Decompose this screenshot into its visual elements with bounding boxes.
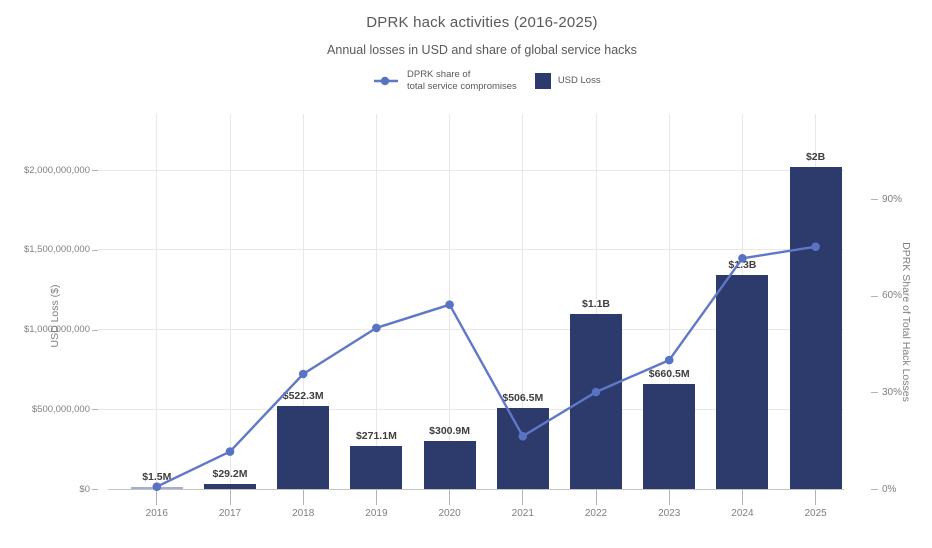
- right-axis-tick-label: 0%: [882, 483, 897, 495]
- x-axis-tick-label: 2020: [438, 508, 461, 519]
- x-axis-tick: [156, 490, 158, 505]
- line-marker-icon: [374, 76, 398, 85]
- x-axis-tick: [668, 490, 670, 505]
- legend-usd-loss-label: USD Loss: [557, 74, 601, 86]
- chart-legend: DPRK share of total service compromises …: [372, 69, 601, 92]
- bar-value-label: $2B: [805, 150, 826, 163]
- vertical-gridline: [156, 114, 158, 489]
- usd-loss-bar: [716, 275, 769, 489]
- right-axis-tick: [871, 199, 878, 200]
- bar-value-label: $660.5M: [648, 367, 690, 380]
- right-axis-tick-label: 60%: [882, 290, 903, 302]
- right-axis-tick: [871, 489, 878, 490]
- x-axis-tick-label: 2025: [804, 508, 827, 519]
- x-axis-tick-label: 2022: [584, 508, 608, 519]
- legend-item-share-line: DPRK share of total service compromises: [372, 69, 517, 92]
- x-axis-tick-label: 2017: [218, 508, 242, 519]
- x-axis-tick: [815, 490, 817, 505]
- left-axis-tick: [92, 249, 98, 251]
- legend-share-line-label-line1: DPRK share of: [407, 69, 471, 80]
- bar-value-label: $1.5M: [142, 471, 172, 484]
- x-axis-line: [108, 489, 844, 490]
- left-axis-tick-label: $1,000,000,000: [23, 324, 90, 335]
- x-axis-tick-label: 2019: [365, 508, 388, 519]
- horizontal-gridline: [98, 249, 844, 251]
- right-axis-tick-label: 90%: [882, 193, 903, 205]
- left-axis-tick: [92, 329, 98, 331]
- bar-value-label: $29.2M: [212, 468, 248, 481]
- usd-loss-bar: [204, 484, 256, 489]
- bar-value-label: $506.5M: [502, 392, 544, 405]
- left-axis-tick-label: $500,000,000: [31, 403, 90, 415]
- usd-loss-bar: [643, 383, 696, 489]
- right-axis-tick-label: 30%: [882, 386, 903, 398]
- bar-value-label: $522.3M: [282, 389, 324, 402]
- legend-item-usd-loss: USD Loss: [534, 72, 601, 89]
- usd-loss-bar: [570, 313, 622, 489]
- usd-loss-bar: [277, 405, 330, 489]
- bar-value-label: $1.1B: [581, 297, 611, 310]
- left-axis-tick: [92, 170, 98, 171]
- x-axis-tick-label: 2023: [658, 508, 681, 519]
- bar-value-label: $300.9M: [429, 425, 471, 437]
- legend-share-line-label: DPRK share of total service compromises: [407, 69, 517, 92]
- usd-loss-bar: [496, 408, 549, 489]
- bar-value-label: $1.3B: [728, 259, 757, 272]
- bar-swatch-icon: [534, 72, 551, 89]
- left-axis-tick-label: $2,000,000,000: [23, 164, 90, 176]
- x-axis-tick: [449, 490, 451, 505]
- x-axis-tick: [375, 490, 377, 505]
- left-axis-tick-label: $0: [79, 483, 90, 495]
- x-axis-tick-label: 2018: [292, 508, 315, 519]
- usd-loss-bar: [789, 166, 842, 489]
- x-axis-tick-label: 2021: [511, 508, 534, 519]
- x-axis-tick: [741, 490, 743, 505]
- x-axis-tick-label: 2024: [731, 508, 754, 519]
- right-axis-tick: [871, 392, 878, 394]
- x-axis-tick: [595, 490, 597, 505]
- left-axis-tick: [92, 409, 98, 411]
- left-axis-tick-label: $1,500,000,000: [23, 244, 90, 256]
- usd-loss-bar: [350, 445, 403, 489]
- right-axis-tick: [871, 295, 878, 297]
- x-axis-tick: [229, 490, 231, 505]
- usd-loss-bar: [423, 441, 476, 489]
- x-axis-tick: [522, 490, 524, 505]
- chart-subtitle: Annual losses in USD and share of global…: [327, 43, 637, 57]
- x-axis-tick-label: 2016: [145, 508, 168, 519]
- usd-loss-bar: [130, 487, 183, 489]
- x-axis-tick: [302, 490, 304, 505]
- bar-value-label: $271.1M: [355, 429, 397, 442]
- chart-title: DPRK hack activities (2016-2025): [366, 14, 598, 31]
- left-axis-tick: [92, 489, 98, 490]
- vertical-gridline: [229, 114, 231, 489]
- legend-share-line-label-line2: total service compromises: [407, 80, 517, 92]
- horizontal-gridline: [98, 169, 844, 171]
